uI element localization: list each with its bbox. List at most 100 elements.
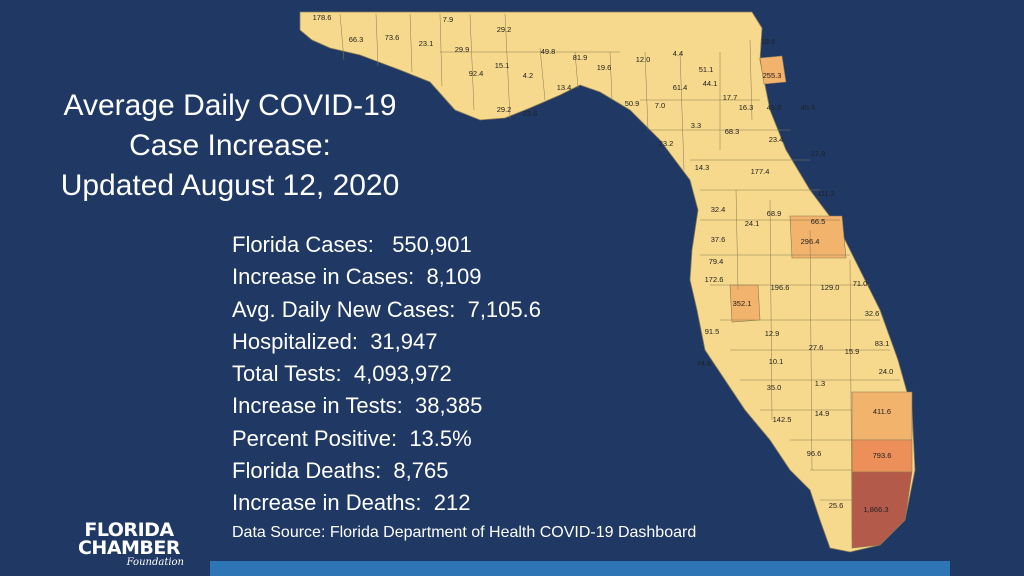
county-value-label: 142.5 [773,415,792,424]
county-value-label: 23.1 [419,39,434,48]
county-value-label: 12.9 [765,329,780,338]
stat-increase-deaths: Increase in Deaths: 212 [232,487,541,519]
stats-list: Florida Cases: 550,901 Increase in Cases… [232,229,541,520]
stat-increase-tests: Increase in Tests: 38,385 [232,390,541,422]
county-value-label: 23.2 [659,139,674,148]
stat-avg-daily-new-cases: Avg. Daily New Cases: 7,105.6 [232,294,541,326]
stat-value: 13.5% [409,425,472,451]
data-source: Data Source: Florida Department of Healt… [232,524,697,541]
county-value-label: 35.0 [767,383,782,392]
stat-florida-cases: Florida Cases: 550,901 [232,229,541,261]
stat-value: 8,765 [393,458,449,484]
county-value-label: 7.0 [655,101,665,110]
stat-label: Percent Positive: [232,425,398,451]
county-value-label: 66.5 [811,217,826,226]
county-value-label: 51.1 [699,65,714,74]
county-value-label: 15.1 [495,61,510,70]
map-title: Average Daily COVID-19 Case Increase: Up… [20,86,440,206]
county-value-label: 3.3 [691,121,701,130]
county-value-label: 45.6 [801,103,816,112]
stat-value: 212 [433,490,471,516]
title-line-1: Average Daily COVID-19 [63,89,397,122]
county-value-label: 4.4 [673,49,683,58]
county-value-label: 793.6 [873,451,892,460]
title-line-2: Case Increase: [129,129,331,162]
stat-value: 38,385 [415,393,483,419]
county-value-label: 68.3 [725,127,740,136]
stat-label: Florida Cases: [232,232,374,257]
stat-value: 4,093,972 [353,361,452,387]
logo-line-2: CHAMBER [77,537,181,559]
logo-line-1: FLORIDA [84,519,174,541]
map-value-labels: 178.6 66.3 73.6 23.1 7.9 29.2 29.9 92.4 15.1 49.8… [313,13,894,514]
county-duval [759,55,787,85]
county-value-label: 66.3 [349,35,364,44]
county-value-label: 79.4 [709,257,724,266]
county-value-label: 7.9 [443,15,453,24]
stat-label: Florida Deaths: [232,458,382,484]
county-value-label: 14.9 [815,409,830,418]
county-value-label: 24.0 [879,367,894,376]
florida-outline [299,11,916,553]
county-value-label: 73.6 [385,33,400,42]
county-value-label: 68.9 [767,209,782,218]
florida-chamber-logo: FLORIDA CHAMBER Foundation [68,521,190,569]
county-value-label: 18.6 [761,37,776,46]
county-value-label: 32.4 [711,205,726,214]
bottom-bar [210,561,950,576]
county-value-label: 92.4 [469,69,484,78]
stat-value: 550,901 [392,232,472,257]
county-value-label: 177.4 [751,167,770,176]
county-value-label: 178.6 [313,13,332,22]
county-value-label: 23.6 [523,109,538,118]
stat-percent-positive: Percent Positive: 13.5% [232,423,541,455]
stat-label: Total Tests: [232,361,342,387]
county-palm-beach [851,391,913,441]
county-value-label: 24.1 [745,219,760,228]
county-value-label: 196.6 [771,283,790,292]
county-value-label: 17.9 [811,149,826,158]
county-value-label: 12.0 [636,55,651,64]
county-value-label: 61.4 [673,83,688,92]
county-value-label: 16.3 [739,103,754,112]
county-value-label: 255.3 [763,71,782,80]
county-value-label: 83.1 [875,339,890,348]
county-value-label: 111.2 [817,189,835,198]
county-value-label: 1.3 [815,379,825,388]
county-value-label: 129.0 [821,283,840,292]
stat-value: 8,109 [426,264,482,290]
stat-value: 7,105.6 [467,296,541,322]
county-value-label: 50.9 [625,99,640,108]
county-value-label: 352.1 [733,299,752,308]
county-value-label: 296.4 [801,237,820,246]
county-value-label: 411.6 [873,407,891,416]
county-value-label: 71.0 [853,279,868,288]
map-shapes [299,11,916,553]
county-value-label: 14.3 [695,163,710,172]
county-value-label: 27.6 [809,343,824,352]
stat-increase-cases: Increase in Cases: 8,109 [232,261,541,293]
county-value-label: 1,866.3 [863,505,888,514]
county-value-label: 32.6 [865,309,880,318]
county-value-label: 91.5 [705,327,720,336]
stat-label: Increase in Tests: [232,393,403,419]
county-value-label: 96.6 [807,449,822,458]
county-value-label: 37.6 [711,235,726,244]
stat-value: 31,947 [370,328,438,354]
county-value-label: 19.6 [597,63,612,72]
county-value-label: 172.6 [705,275,724,284]
stat-label: Hospitalized: [232,328,358,354]
county-value-label: 29.2 [497,105,512,114]
county-orange [789,215,847,259]
stat-florida-deaths: Florida Deaths: 8,765 [232,455,541,487]
county-value-label: 49.8 [541,47,556,56]
stat-label: Avg. Daily New Cases: [232,296,456,322]
county-value-label: 4.2 [523,71,533,80]
county-value-label: 13.4 [557,83,572,92]
county-value-label: 15.9 [845,347,860,356]
county-value-label: 23.4 [769,135,784,144]
stat-total-tests: Total Tests: 4,093,972 [232,358,541,390]
county-borders [339,13,900,541]
county-value-label: 44.1 [703,79,718,88]
